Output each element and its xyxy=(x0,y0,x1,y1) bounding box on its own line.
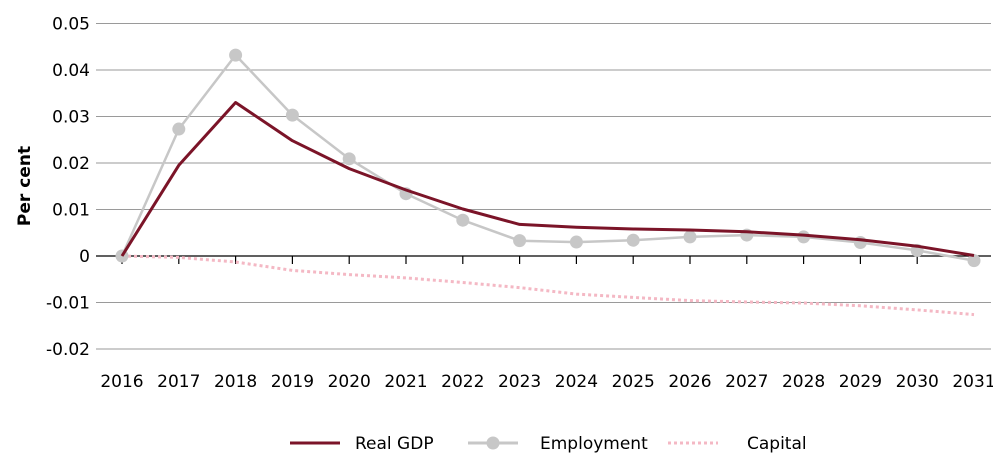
gridlines xyxy=(96,23,991,350)
employment-point xyxy=(569,235,583,249)
y-tick-label: 0.01 xyxy=(52,201,90,221)
x-tick-label: 2029 xyxy=(839,372,882,392)
x-tick-label: 2020 xyxy=(328,372,371,392)
legend: Real GDP Employment Capital xyxy=(290,434,807,454)
employment-point xyxy=(456,213,470,227)
employment-point xyxy=(683,230,697,244)
x-axis: 2016 2017 2018 2019 2020 2021 2022 2023 2024 2025… xyxy=(96,255,993,392)
employment-point xyxy=(626,233,640,247)
employment-point xyxy=(285,108,299,122)
series-line-real-gdp xyxy=(120,101,975,257)
x-tick-label: 2017 xyxy=(157,372,200,392)
y-tick-label: 0.05 xyxy=(52,15,90,35)
series-line-employment xyxy=(120,53,975,262)
x-tick-label: 2024 xyxy=(555,372,598,392)
y-tick-label: -0.02 xyxy=(46,340,90,360)
x-tick-label: 2018 xyxy=(214,372,257,392)
x-tick-label: 2027 xyxy=(725,372,768,392)
y-axis-tick-labels: 0.05 0.04 0.03 0.02 0.01 0 -0.01 -0.02 xyxy=(46,15,90,361)
x-tick-label: 2016 xyxy=(100,372,143,392)
employment-point xyxy=(513,234,527,248)
x-tick-label: 2019 xyxy=(271,372,314,392)
x-tick-label: 2028 xyxy=(782,372,825,392)
legend-label: Real GDP xyxy=(355,434,434,454)
y-tick-label: 0.04 xyxy=(52,61,90,81)
employment-point xyxy=(342,152,356,166)
employment-point xyxy=(967,254,981,268)
legend-marker xyxy=(486,436,500,450)
employment-point xyxy=(229,48,243,62)
x-tick-label: 2021 xyxy=(384,372,427,392)
x-tick-label: 2031 xyxy=(952,372,993,392)
legend-label: Capital xyxy=(747,434,807,454)
x-tick-label: 2023 xyxy=(498,372,541,392)
employment-point xyxy=(172,122,186,136)
legend-label: Employment xyxy=(540,434,648,454)
y-axis-title: Per cent xyxy=(15,146,35,226)
data-series xyxy=(115,48,981,317)
x-tick-label: 2022 xyxy=(441,372,484,392)
series-line-capital xyxy=(121,254,975,317)
y-tick-label: -0.01 xyxy=(46,294,90,314)
y-tick-label: 0.03 xyxy=(52,108,90,128)
x-tick-label: 2030 xyxy=(896,372,939,392)
x-tick-label: 2025 xyxy=(612,372,655,392)
y-tick-label: 0.02 xyxy=(52,154,90,174)
y-tick-label: 0 xyxy=(79,247,90,267)
x-tick-label: 2026 xyxy=(668,372,711,392)
